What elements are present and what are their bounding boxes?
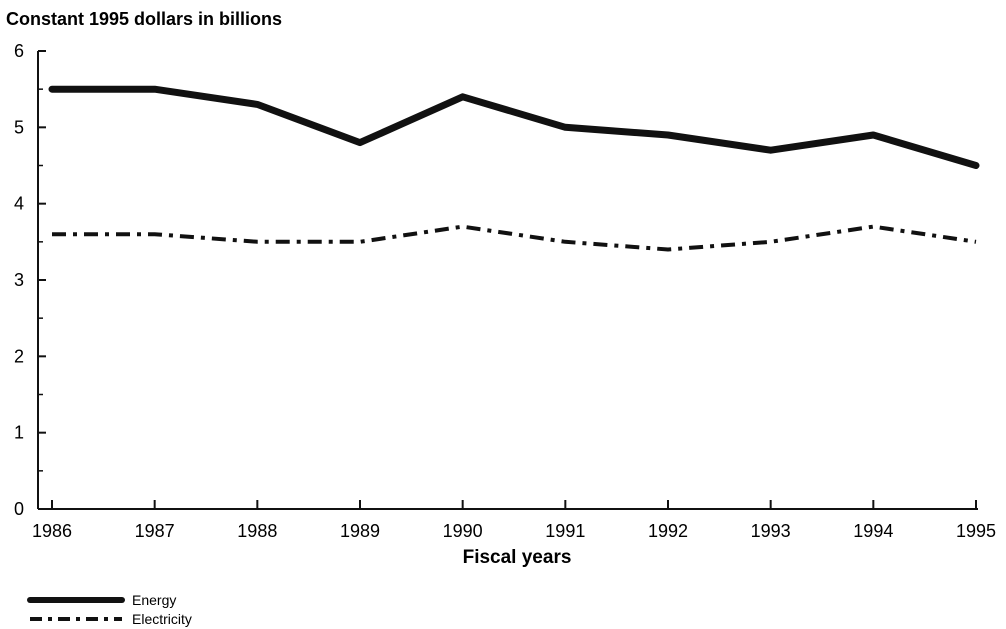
electricity-point	[357, 238, 364, 245]
energy-point	[562, 124, 569, 131]
energy-point	[870, 131, 877, 138]
y-tick-label: 5	[14, 117, 24, 137]
x-tick-label: 1994	[853, 521, 893, 541]
y-tick-label: 1	[14, 423, 24, 443]
x-tick-label: 1990	[443, 521, 483, 541]
electricity-point	[870, 223, 877, 230]
energy-point	[357, 139, 364, 146]
energy-point	[973, 162, 980, 169]
x-tick-label: 1991	[545, 521, 585, 541]
energy-point	[254, 101, 261, 108]
y-axis-label: Constant 1995 dollars in billions	[6, 9, 282, 29]
legend: Energy Electricity	[27, 592, 192, 627]
electricity-point	[49, 231, 56, 238]
x-tick-label: 1987	[135, 521, 175, 541]
electricity-line	[52, 224, 977, 252]
x-tick-label: 1993	[751, 521, 791, 541]
electricity-point	[562, 238, 569, 245]
y-tick-label: 6	[14, 41, 24, 61]
energy-point	[665, 131, 672, 138]
electricity-point	[151, 231, 158, 238]
energy-line	[48, 85, 980, 169]
x-tick-label: 1992	[648, 521, 688, 541]
x-tick-label: 1986	[32, 521, 72, 541]
y-tick-label: 4	[14, 194, 24, 214]
y-tick-label: 0	[14, 499, 24, 519]
legend-label-electricity: Electricity	[132, 611, 192, 627]
x-tick-label: 1988	[237, 521, 277, 541]
energy-point	[459, 93, 466, 100]
energy-point	[151, 86, 158, 93]
x-tick-label: 1995	[956, 521, 996, 541]
x-axis-label: Fiscal years	[463, 547, 572, 568]
electricity-point	[767, 238, 774, 245]
x-tick-label: 1989	[340, 521, 380, 541]
energy-point	[49, 86, 56, 93]
electricity-point	[459, 223, 466, 230]
y-tick-label: 3	[14, 270, 24, 290]
legend-label-energy: Energy	[132, 592, 176, 608]
y-tick-label: 2	[14, 346, 24, 366]
electricity-point	[665, 246, 672, 253]
electricity-point	[973, 238, 980, 245]
electricity-point	[254, 238, 261, 245]
energy-point	[767, 147, 774, 154]
